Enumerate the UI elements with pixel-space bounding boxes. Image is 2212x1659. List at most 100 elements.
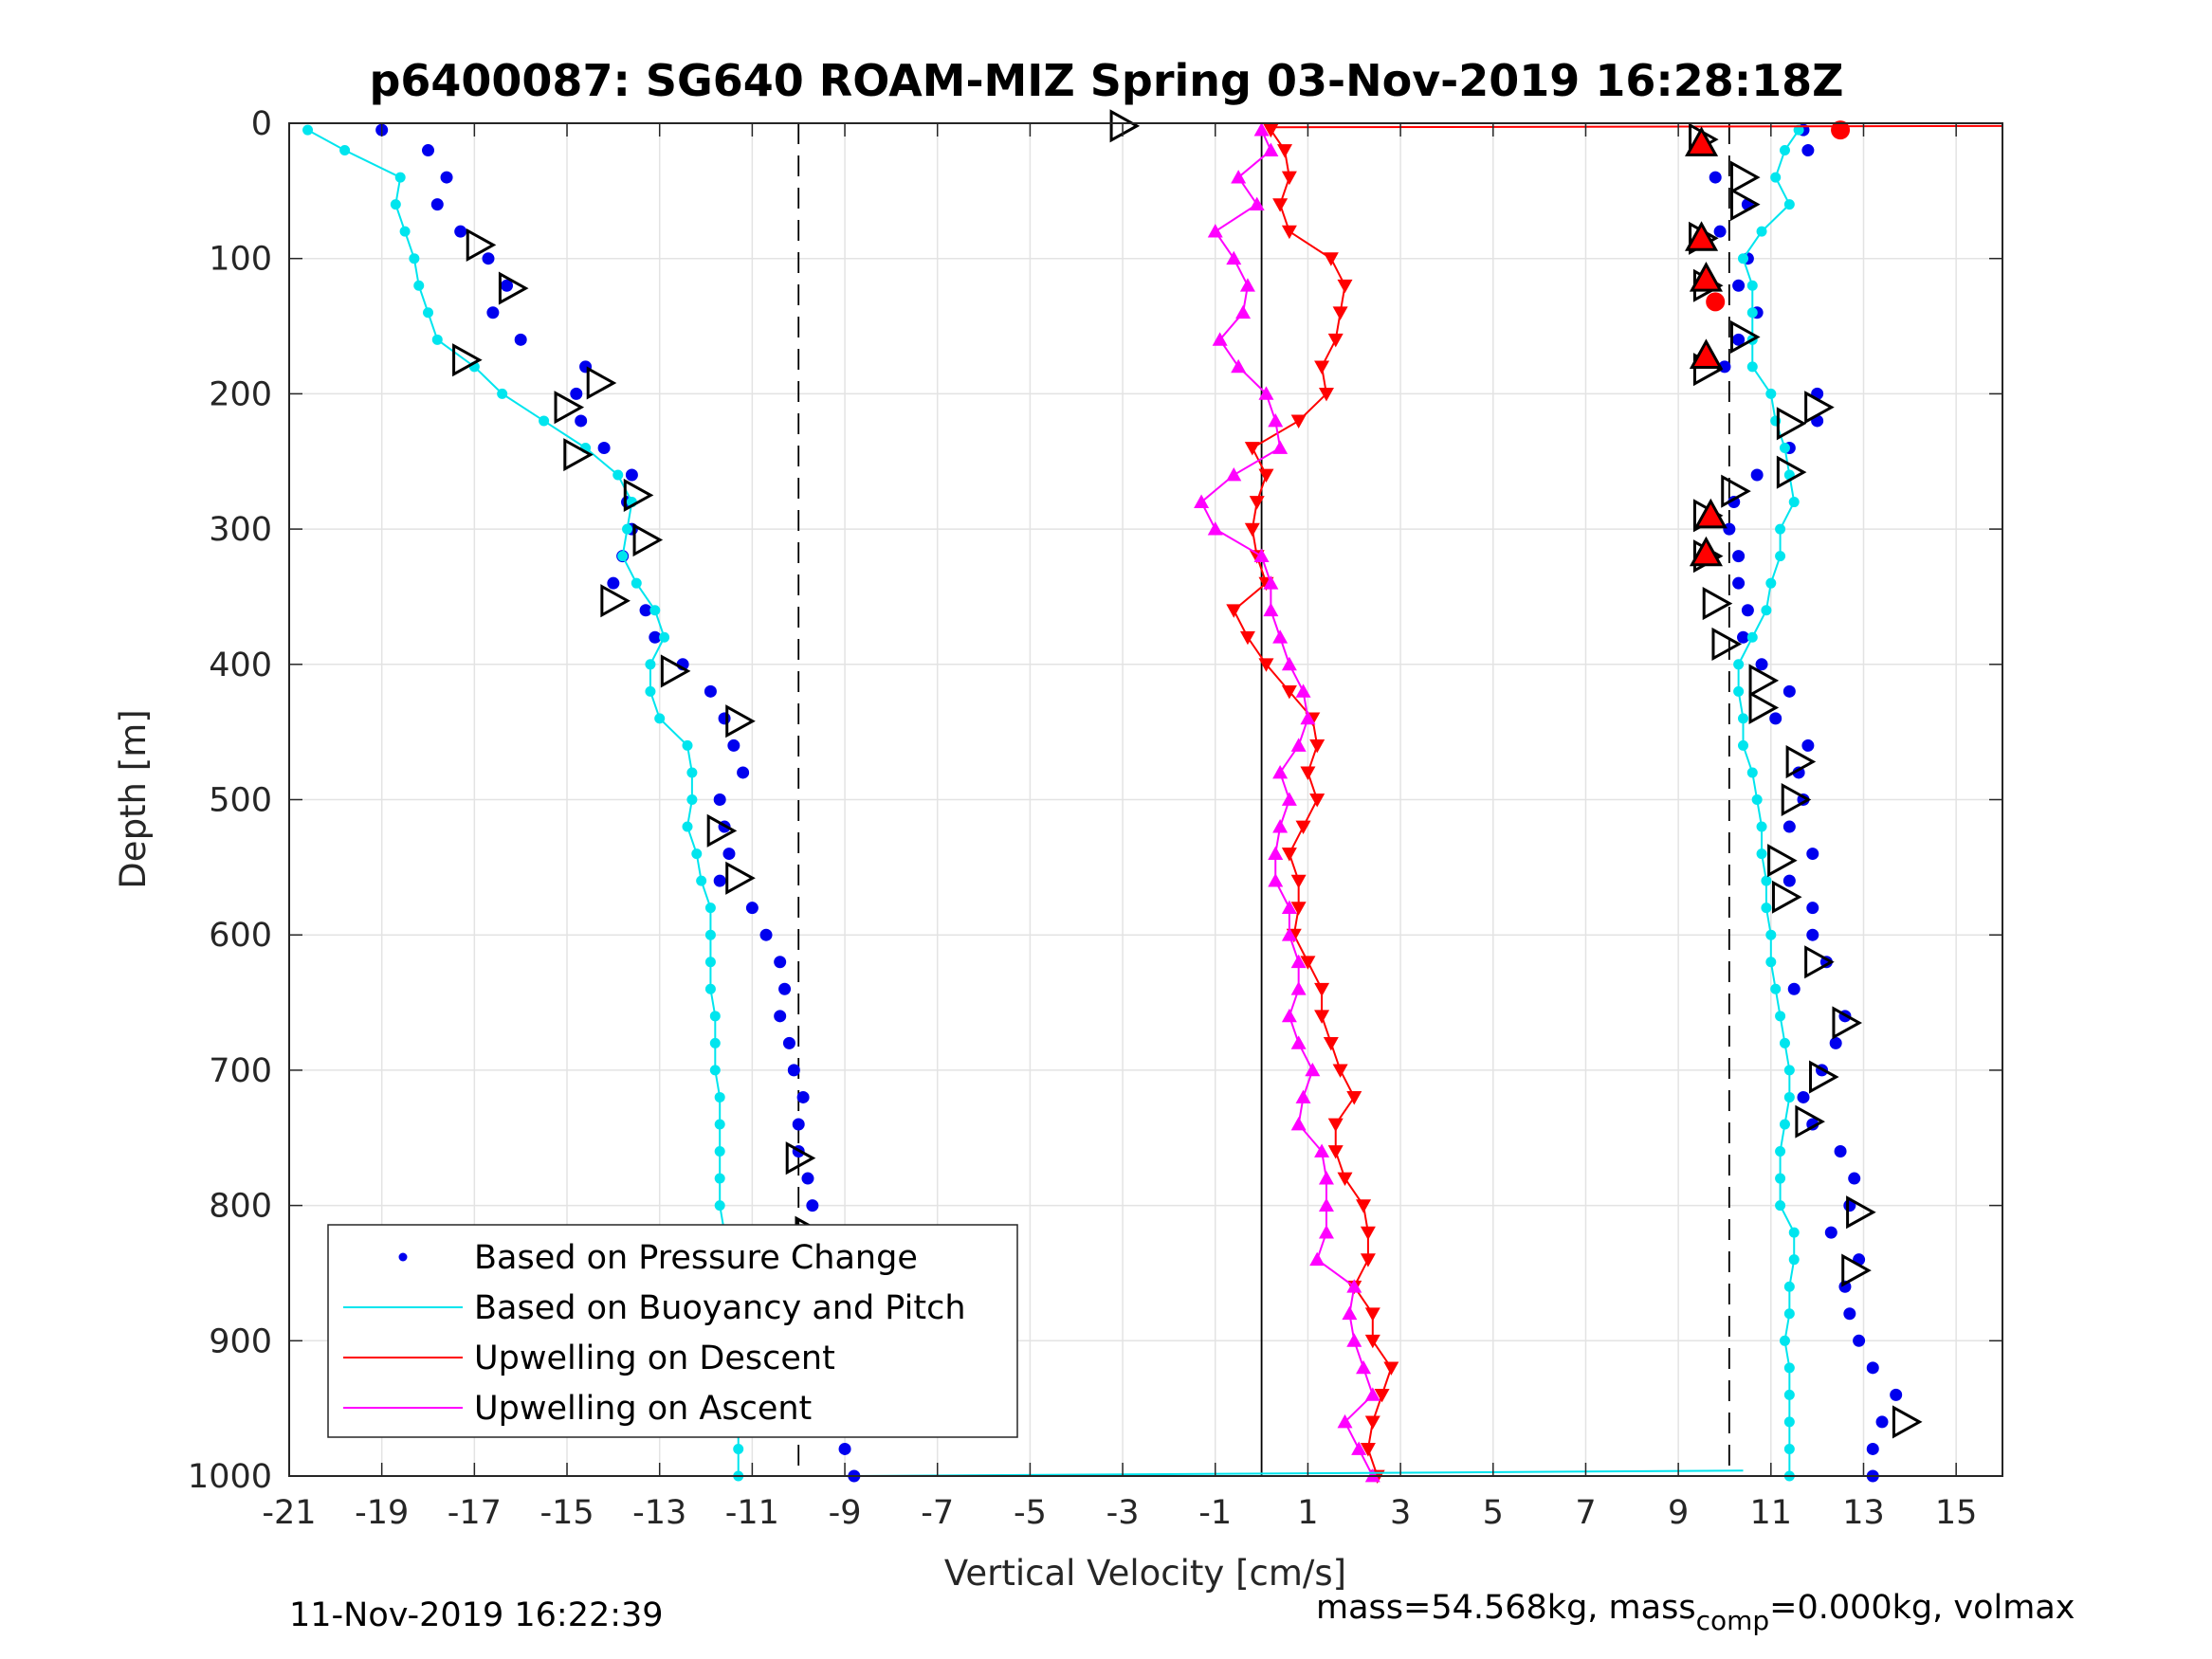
data-point	[1779, 442, 1790, 453]
x-tick-label: -11	[725, 1494, 779, 1532]
series-upwelling-on-ascent	[1194, 122, 1380, 1483]
data-point	[1281, 1008, 1297, 1023]
data-point	[1314, 1143, 1330, 1158]
x-tick-label: 11	[1750, 1494, 1793, 1532]
x-tick-label: -17	[448, 1494, 502, 1532]
apogee-marker	[623, 478, 654, 512]
data-point	[1281, 792, 1297, 806]
data-point	[1314, 360, 1330, 374]
x-tick-label: -1	[1198, 1494, 1232, 1532]
data-point	[1765, 577, 1777, 589]
data-point	[1793, 124, 1804, 136]
data-point	[440, 171, 453, 184]
data-point	[1746, 280, 1758, 291]
data-point	[1235, 304, 1252, 319]
data-point	[622, 523, 633, 535]
data-point	[745, 902, 759, 915]
data-point	[1263, 575, 1279, 590]
data-point	[714, 1173, 725, 1184]
footer-mass-a: mass=54.568kg, mass	[1316, 1589, 1696, 1627]
y-tick-label: 800	[209, 1188, 272, 1226]
data-point	[1751, 794, 1763, 805]
data-point	[1806, 928, 1819, 941]
data-point	[1244, 442, 1260, 456]
data-point	[1281, 927, 1297, 941]
data-point	[686, 794, 698, 805]
data-point	[1383, 1361, 1399, 1376]
data-point	[1765, 929, 1777, 940]
apogee-marker	[1846, 1195, 1876, 1230]
data-point	[1226, 250, 1242, 265]
data-point	[1738, 253, 1749, 264]
y-tick-label: 600	[209, 917, 272, 955]
data-point	[1732, 576, 1746, 590]
apogee-marker	[1795, 1104, 1825, 1139]
data-point	[759, 928, 773, 941]
data-point	[390, 199, 401, 210]
data-point	[430, 198, 444, 211]
footer-mass-b: =0.000kg, volmax	[1769, 1589, 2075, 1627]
data-point	[1775, 1200, 1786, 1212]
footer-mass: mass=54.568kg, masscomp=0.000kg, volmax	[1316, 1589, 2075, 1636]
apogee-marker	[1730, 160, 1761, 194]
apogee-marker	[1109, 109, 1141, 143]
data-point	[709, 1011, 721, 1022]
data-point	[1290, 1035, 1307, 1049]
apogee-marker	[1841, 1253, 1872, 1287]
apogee-marker	[1785, 744, 1817, 779]
data-point	[1314, 982, 1330, 997]
data-point	[686, 767, 698, 778]
data-point	[1268, 846, 1284, 860]
data-point	[1783, 1065, 1795, 1076]
x-axis-ticks: -21 -19 -17 -15 -13 -11 -9 -7 -5 -3 -1 1 3 5 7 9 11 13 15	[262, 123, 1977, 1532]
data-point	[1346, 1279, 1362, 1293]
data-point	[639, 604, 652, 617]
data-point	[1342, 1305, 1358, 1321]
data-point	[612, 469, 624, 481]
data-point	[1364, 1387, 1380, 1401]
data-point	[1356, 1199, 1372, 1213]
legend-label: Based on Buoyancy and Pitch	[474, 1289, 966, 1327]
data-point	[423, 307, 434, 319]
data-point	[1783, 1389, 1795, 1400]
y-axis-label: Depth [m]	[113, 709, 154, 888]
apogee-marker	[660, 654, 691, 688]
data-point	[1272, 764, 1289, 779]
legend-label: Based on Pressure Change	[474, 1239, 918, 1277]
data-point	[1268, 873, 1284, 887]
data-point	[607, 576, 620, 590]
data-point	[1788, 1254, 1800, 1266]
data-point	[1272, 440, 1289, 454]
apogee-marker	[1730, 319, 1761, 355]
data-point	[1779, 145, 1790, 156]
data-point	[1824, 1226, 1837, 1239]
data-point	[1765, 388, 1777, 399]
apogee-marker	[1771, 880, 1802, 914]
y-tick-label: 0	[251, 105, 272, 143]
data-point	[1746, 307, 1758, 319]
data-point	[1281, 848, 1297, 862]
data-point	[704, 957, 716, 968]
data-point	[1733, 659, 1745, 670]
data-point	[1775, 1173, 1786, 1184]
data-point	[1875, 1415, 1889, 1429]
data-point	[1318, 1171, 1334, 1185]
data-point	[1281, 225, 1297, 240]
data-point	[1741, 604, 1754, 617]
data-point	[1806, 902, 1819, 915]
data-point	[1300, 956, 1316, 970]
x-tick-label: 13	[1842, 1494, 1885, 1532]
data-point	[1374, 1388, 1390, 1403]
data-point	[1327, 1145, 1344, 1159]
data-point	[1829, 1036, 1842, 1049]
data-point	[1309, 1251, 1325, 1267]
data-point	[302, 124, 314, 136]
markers-layer	[452, 109, 1923, 1439]
apogee-marker	[1892, 1405, 1923, 1439]
x-tick-label: 7	[1575, 1494, 1596, 1532]
x-tick-label: -13	[632, 1494, 686, 1532]
data-point	[1281, 900, 1297, 915]
data-point	[1733, 685, 1745, 697]
apogee-marker	[725, 861, 756, 895]
data-point	[654, 713, 666, 724]
